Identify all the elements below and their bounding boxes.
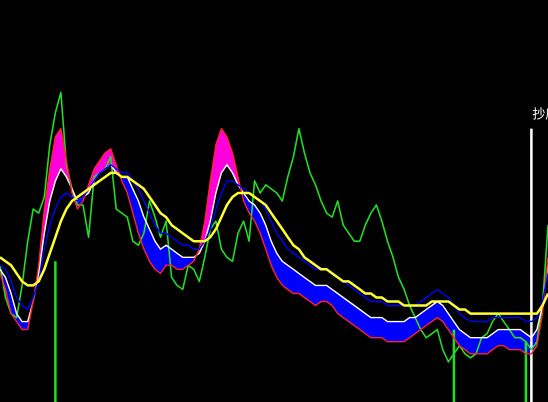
fill-band-segment bbox=[471, 338, 477, 354]
fill-band-segment bbox=[321, 285, 327, 301]
fill-band-segment bbox=[498, 330, 504, 346]
fill-band-segment bbox=[388, 322, 394, 342]
fill-band-segment bbox=[482, 338, 488, 354]
fill-band-segment bbox=[22, 322, 28, 330]
fill-band-segment bbox=[376, 318, 382, 338]
fill-band-segment bbox=[371, 318, 377, 338]
fill-band-segment bbox=[399, 322, 405, 342]
fill-band-segment bbox=[515, 330, 521, 350]
signal-label: 抄底 bbox=[532, 107, 548, 123]
fill-band-segment bbox=[393, 322, 399, 342]
